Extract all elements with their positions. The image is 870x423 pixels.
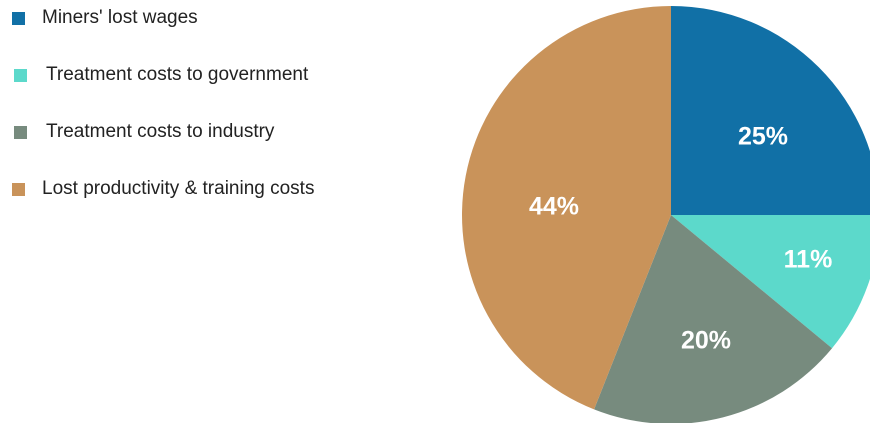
legend-label: Treatment costs to industry bbox=[46, 121, 275, 142]
legend-swatch-lost-productivity bbox=[12, 183, 25, 196]
legend-item-treatment-costs-government: Treatment costs to government bbox=[12, 63, 412, 120]
slice-value-label-3: 44% bbox=[529, 193, 579, 221]
slice-value-label-2: 20% bbox=[681, 327, 731, 355]
legend-label: Treatment costs to government bbox=[46, 64, 309, 85]
legend-item-lost-productivity: Lost productivity & training costs bbox=[12, 177, 412, 234]
legend-swatch-treatment-costs-government bbox=[14, 69, 27, 82]
slice-value-label-1: 11% bbox=[784, 246, 833, 274]
legend-label: Lost productivity & training costs bbox=[42, 178, 315, 199]
legend-swatch-treatment-costs-industry bbox=[14, 126, 27, 139]
chart-legend: Miners' lost wages Treatment costs to go… bbox=[12, 6, 412, 234]
legend-swatch-miners-lost-wages bbox=[12, 12, 25, 25]
slice-value-label-0: 25% bbox=[738, 123, 788, 151]
pie-slice-2 bbox=[594, 215, 833, 423]
pie-slice-1 bbox=[671, 215, 870, 349]
pie-slice-0 bbox=[671, 6, 870, 215]
legend-item-treatment-costs-industry: Treatment costs to industry bbox=[12, 120, 412, 177]
pie-slice-3 bbox=[462, 6, 671, 410]
legend-label: Miners' lost wages bbox=[42, 7, 198, 28]
legend-item-miners-lost-wages: Miners' lost wages bbox=[12, 6, 412, 63]
